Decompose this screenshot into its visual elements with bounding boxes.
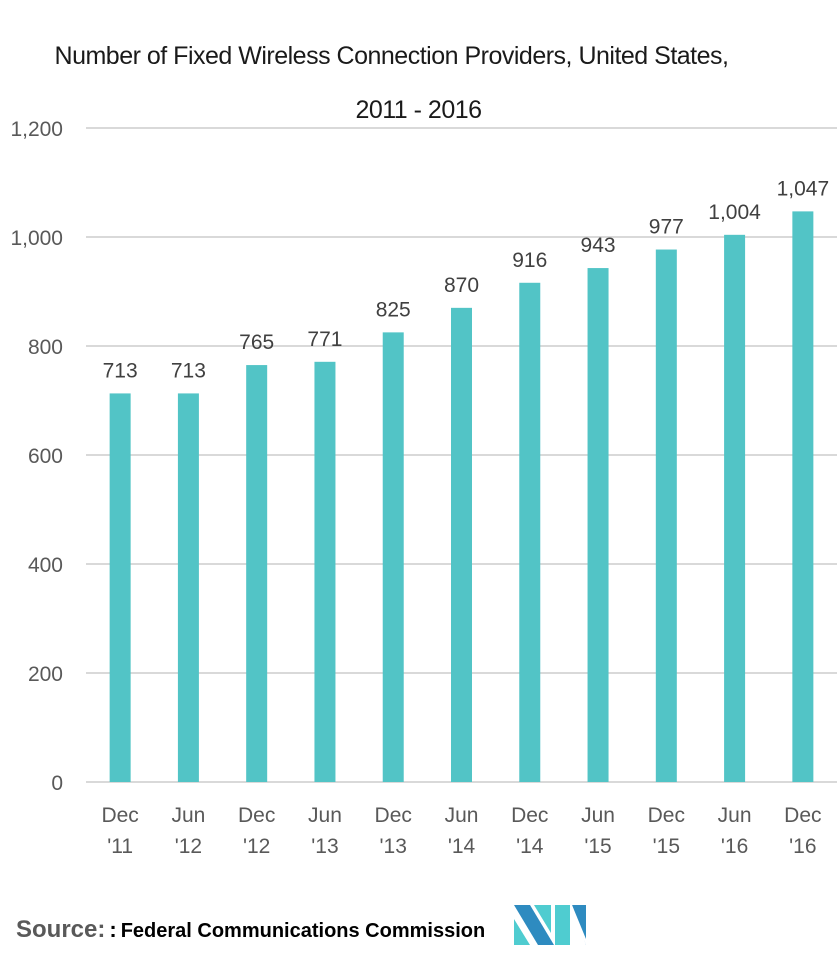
x-tick-label-year: '15 — [653, 835, 680, 858]
bar — [314, 361, 336, 782]
bar — [451, 307, 472, 782]
y-tick-label: 800 — [28, 336, 63, 359]
x-tick-label-month: Dec — [648, 804, 685, 827]
y-tick-label: 0 — [51, 772, 63, 795]
y-tick-label: 600 — [28, 445, 63, 468]
data-label: 765 — [239, 331, 274, 354]
x-tick-label-month: Jun — [445, 804, 479, 827]
x-tick-label-month: Dec — [101, 804, 138, 827]
bar — [246, 365, 268, 782]
bar — [655, 249, 677, 782]
data-label: 943 — [581, 234, 616, 257]
x-tick-label-year: '16 — [721, 835, 748, 858]
source-value: Federal Communications Commission — [120, 920, 486, 942]
logo-stripe-4 — [555, 905, 570, 945]
data-labels: 713 713 765 771 825 870 916 943 977 1,004 1,047 — [103, 177, 830, 382]
x-tick-label-month: Jun — [308, 804, 342, 827]
logo-gap — [570, 905, 586, 945]
y-tick-label: 400 — [28, 554, 63, 577]
bar — [519, 282, 541, 782]
bar — [587, 268, 609, 782]
source-colon: : — [109, 917, 117, 942]
data-label: 916 — [512, 249, 547, 272]
x-tick-label-month: Dec — [375, 804, 412, 827]
y-axis-ticks: 0 200 400 600 800 1,000 1,200 — [10, 118, 63, 795]
x-tick-label-year: '14 — [516, 835, 544, 858]
data-label: 1,004 — [708, 201, 761, 224]
x-axis-ticks: Dec '11 Jun '12 Dec '12 Jun '13 Dec '13 Jun '14 Dec '… — [101, 804, 821, 858]
data-label: 825 — [376, 298, 411, 321]
x-tick-label-year: '14 — [448, 835, 476, 858]
x-tick-label-year: '13 — [380, 835, 407, 858]
x-tick-label-year: '12 — [243, 835, 270, 858]
bar — [792, 211, 814, 782]
y-tick-label: 200 — [28, 663, 63, 686]
x-tick-label-month: Dec — [511, 804, 548, 827]
bar — [109, 393, 131, 782]
data-label: 713 — [171, 359, 206, 382]
y-tick-label: 1,000 — [10, 227, 63, 250]
x-tick-label-year: '11 — [107, 835, 133, 858]
x-tick-label-month: Jun — [718, 804, 752, 827]
mordor-intelligence-logo-icon — [514, 905, 586, 945]
x-tick-label-year: '16 — [789, 835, 816, 858]
bar-chart: 0 200 400 600 800 1,000 1,200 713 713 765 771 825 8… — [10, 118, 837, 858]
x-tick-label-year: '12 — [175, 835, 202, 858]
x-tick-label-year: '13 — [311, 835, 338, 858]
data-label: 713 — [103, 359, 138, 382]
bar — [382, 332, 404, 782]
x-tick-label-month: Jun — [581, 804, 615, 827]
x-tick-label-month: Jun — [171, 804, 205, 827]
x-tick-label-year: '15 — [584, 835, 611, 858]
chart-title: Number of Fixed Wireless Connection Prov… — [54, 42, 729, 70]
logo-stripe-2 — [514, 919, 530, 945]
data-label: 771 — [307, 328, 342, 351]
logo-stripe-3 — [534, 905, 551, 933]
chart-subtitle: 2011 - 2016 — [355, 96, 482, 124]
data-label: 977 — [649, 216, 684, 239]
bar — [724, 234, 746, 782]
source-label: Source: — [16, 916, 106, 943]
x-tick-label-month: Dec — [238, 804, 275, 827]
bars — [109, 211, 814, 782]
y-tick-label: 1,200 — [10, 118, 63, 141]
data-label: 870 — [444, 274, 479, 297]
source-line: Source:: Federal Communications Commissio… — [16, 916, 485, 944]
bar — [177, 393, 199, 782]
logo-stripe-1 — [514, 905, 554, 945]
data-label: 1,047 — [777, 177, 830, 200]
x-tick-label-month: Dec — [784, 804, 821, 827]
